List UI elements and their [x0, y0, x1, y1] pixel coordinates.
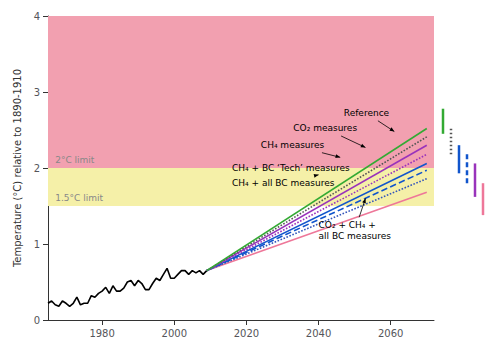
svg-text:CH₄ + all BC measures: CH₄ + all BC measures: [232, 178, 335, 188]
svg-text:Reference: Reference: [344, 108, 390, 118]
svg-text:2060: 2060: [378, 328, 403, 339]
svg-text:0: 0: [34, 315, 40, 326]
svg-text:1: 1: [34, 239, 40, 250]
svg-text:4: 4: [34, 11, 40, 22]
svg-text:2040: 2040: [306, 328, 331, 339]
svg-text:CH₄ measures: CH₄ measures: [261, 140, 325, 150]
svg-text:1980: 1980: [89, 328, 114, 339]
svg-text:2: 2: [34, 163, 40, 174]
svg-text:2000: 2000: [162, 328, 187, 339]
svg-text:CO₂ measures: CO₂ measures: [293, 123, 357, 133]
svg-text:3: 3: [34, 87, 40, 98]
svg-text:all BC measures: all BC measures: [319, 231, 392, 241]
svg-text:2020: 2020: [234, 328, 259, 339]
svg-text:1.5°C limit: 1.5°C limit: [55, 193, 103, 203]
svg-text:CO₂ + CH₄ +: CO₂ + CH₄ +: [319, 220, 376, 230]
svg-text:2°C limit: 2°C limit: [55, 155, 95, 165]
svg-text:CH₄ + BC ‘Tech’ measures: CH₄ + BC ‘Tech’ measures: [232, 163, 350, 173]
svg-text:Temperature (°C) relative to 1: Temperature (°C) relative to 1890-1910: [12, 69, 23, 268]
